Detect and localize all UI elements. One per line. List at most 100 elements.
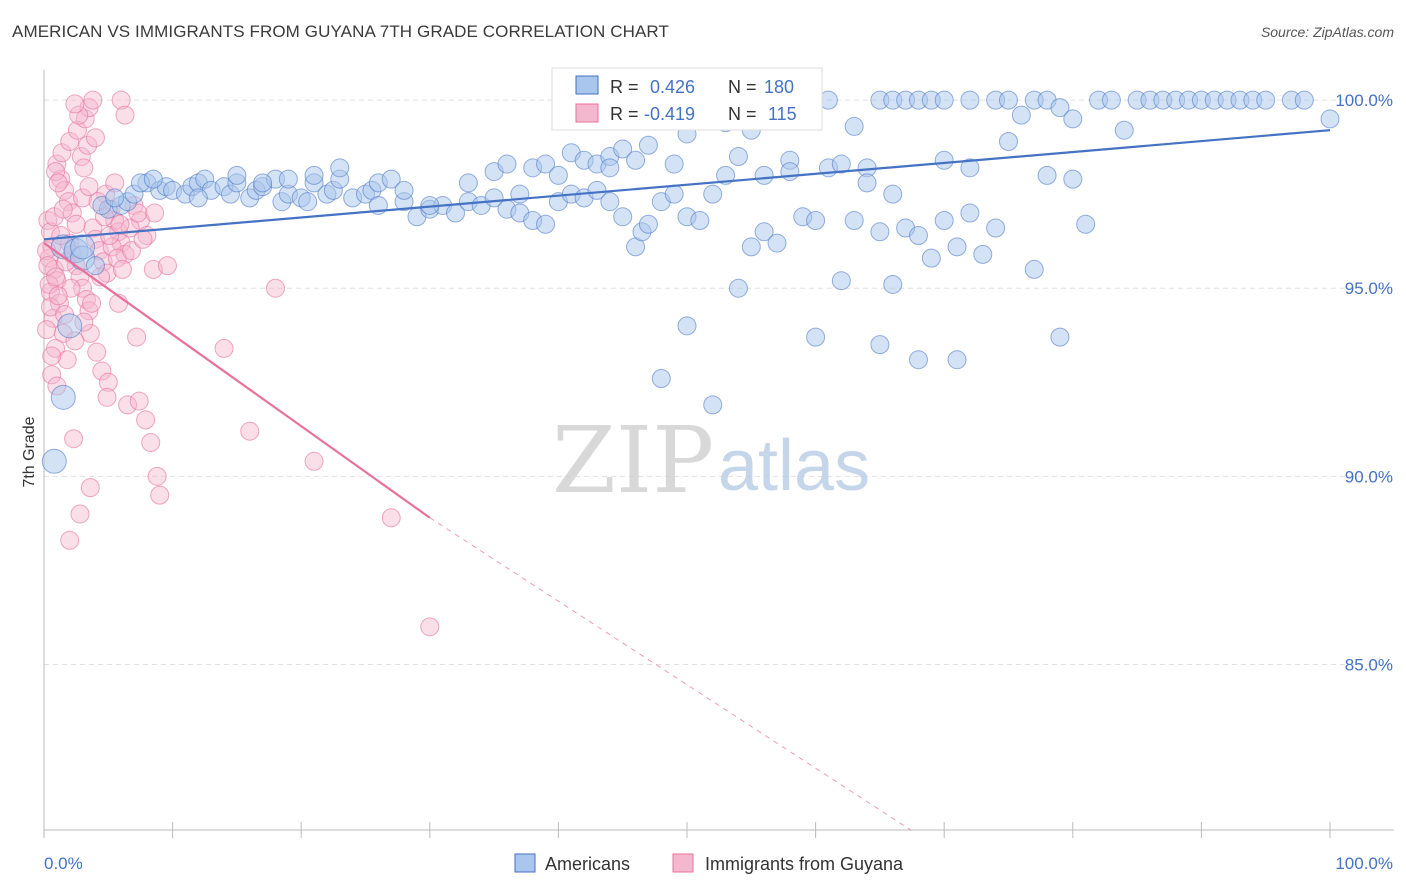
point-guyana-72 xyxy=(97,387,117,407)
legend-swatch-americans[interactable] xyxy=(514,853,536,873)
point-guyana-108 xyxy=(82,293,102,313)
point-americans-65 xyxy=(741,237,761,257)
point-americans-63 xyxy=(716,165,736,185)
point-guyana-67 xyxy=(141,432,161,452)
point-guyana-36 xyxy=(52,143,72,163)
point-americans-81 xyxy=(947,237,967,257)
point-americans-27 xyxy=(298,192,318,212)
point-americans-171 xyxy=(780,162,800,182)
y-tick-label-95: 95.0% xyxy=(1345,279,1393,298)
point-americans-94 xyxy=(806,327,826,347)
point-americans-125 xyxy=(1011,105,1031,125)
point-guyana-111 xyxy=(110,214,130,234)
point-americans-93 xyxy=(703,395,723,415)
point-americans-75 xyxy=(870,222,890,242)
point-guyana-52 xyxy=(111,90,131,110)
legend-swatch-guyana[interactable] xyxy=(672,853,694,873)
point-americans-122 xyxy=(960,90,980,110)
point-americans-62 xyxy=(703,184,723,204)
stats-r-value-1: 0.426 xyxy=(650,77,695,97)
point-americans-143 xyxy=(1256,90,1276,110)
legend-label-americans[interactable]: Americans xyxy=(545,854,630,874)
point-americans-173 xyxy=(857,173,877,193)
point-guyana-12 xyxy=(42,365,62,385)
point-americans-170 xyxy=(754,165,774,185)
stats-r-label-2: R = xyxy=(610,104,639,124)
point-americans-72 xyxy=(831,271,851,291)
point-americans-155 xyxy=(188,188,208,208)
point-guyana-48 xyxy=(74,158,94,178)
point-guyana-46 xyxy=(71,147,91,167)
point-americans-70 xyxy=(806,210,826,230)
y-tick-label-100: 100.0% xyxy=(1335,91,1393,110)
point-americans-48 xyxy=(536,214,556,234)
point-americans-174 xyxy=(883,184,903,204)
point-guyana-4 xyxy=(44,259,64,279)
trend-line-americans xyxy=(43,129,1331,241)
point-guyana-75 xyxy=(64,429,84,449)
point-guyana-94 xyxy=(73,188,93,208)
point-americans-53 xyxy=(600,192,620,212)
point-americans-90 xyxy=(1076,214,1096,234)
point-guyana-35 xyxy=(47,154,67,174)
x-ticks xyxy=(43,822,1331,838)
point-americans-85 xyxy=(999,131,1018,151)
point-guyana-18 xyxy=(76,290,96,310)
point-americans-128 xyxy=(1050,98,1070,118)
point-americans-149 xyxy=(41,448,67,474)
point-americans-36 xyxy=(381,169,401,189)
point-guyana-65 xyxy=(129,391,149,411)
stats-legend-swatch-americans xyxy=(575,75,599,95)
point-americans-124 xyxy=(999,90,1018,110)
point-guyana-60 xyxy=(92,361,112,381)
trend-lines xyxy=(43,129,1331,831)
stats-legend-swatch-guyana xyxy=(575,103,599,123)
point-guyana-42 xyxy=(69,105,89,125)
y-tick-labels: 85.0% 90.0% 95.0% 100.0% xyxy=(1335,91,1393,674)
point-guyana-71 xyxy=(80,478,100,498)
point-americans-172 xyxy=(831,154,851,174)
stats-legend: R = 0.426 N = 180 R = -0.419 N = 115 xyxy=(551,67,823,131)
point-americans-82 xyxy=(960,203,980,223)
point-guyana-64 xyxy=(127,327,147,347)
point-guyana-78 xyxy=(265,278,285,298)
point-americans-3 xyxy=(85,256,105,276)
stats-n-label-1: N = xyxy=(728,77,757,97)
point-americans-154 xyxy=(143,169,163,189)
point-guyana-68 xyxy=(147,466,167,486)
point-guyana-17 xyxy=(73,278,93,298)
point-guyana-100 xyxy=(112,259,132,279)
point-guyana-63 xyxy=(118,395,138,415)
point-americans-95 xyxy=(870,335,890,355)
stats-r-label-1: R = xyxy=(610,77,639,97)
point-americans-157 xyxy=(253,173,273,193)
point-guyana-66 xyxy=(136,410,156,430)
axes xyxy=(43,70,1394,831)
point-americans-83 xyxy=(973,244,993,264)
point-americans-84 xyxy=(986,218,1006,238)
point-guyana-0 xyxy=(38,210,58,230)
y-axis-title: 7th Grade xyxy=(21,416,38,487)
stats-n-value-2: 115 xyxy=(768,104,797,124)
point-guyana-113 xyxy=(133,229,153,249)
point-americans-87 xyxy=(1037,165,1057,185)
point-guyana-87 xyxy=(42,346,62,366)
watermark: ZIP atlas xyxy=(552,407,870,514)
point-americans-147 xyxy=(57,313,83,339)
point-americans-160 xyxy=(330,158,350,178)
trend-line-guyana-extension xyxy=(429,517,912,831)
gridlines xyxy=(44,99,1394,665)
point-americans-167 xyxy=(626,150,646,170)
point-americans-78 xyxy=(908,226,928,246)
point-guyana-76 xyxy=(214,338,234,358)
point-americans-96 xyxy=(908,350,928,370)
trend-line-guyana xyxy=(43,242,431,519)
legend-label-guyana[interactable]: Immigrants from Guyana xyxy=(705,854,904,874)
point-americans-156 xyxy=(227,165,247,185)
point-guyana-1 xyxy=(40,222,60,242)
point-americans-73 xyxy=(844,210,864,230)
x-tick-label-min: 0.0% xyxy=(44,854,83,873)
point-americans-148 xyxy=(50,384,76,410)
point-guyana-41 xyxy=(83,90,103,110)
point-americans-89 xyxy=(1063,169,1083,189)
